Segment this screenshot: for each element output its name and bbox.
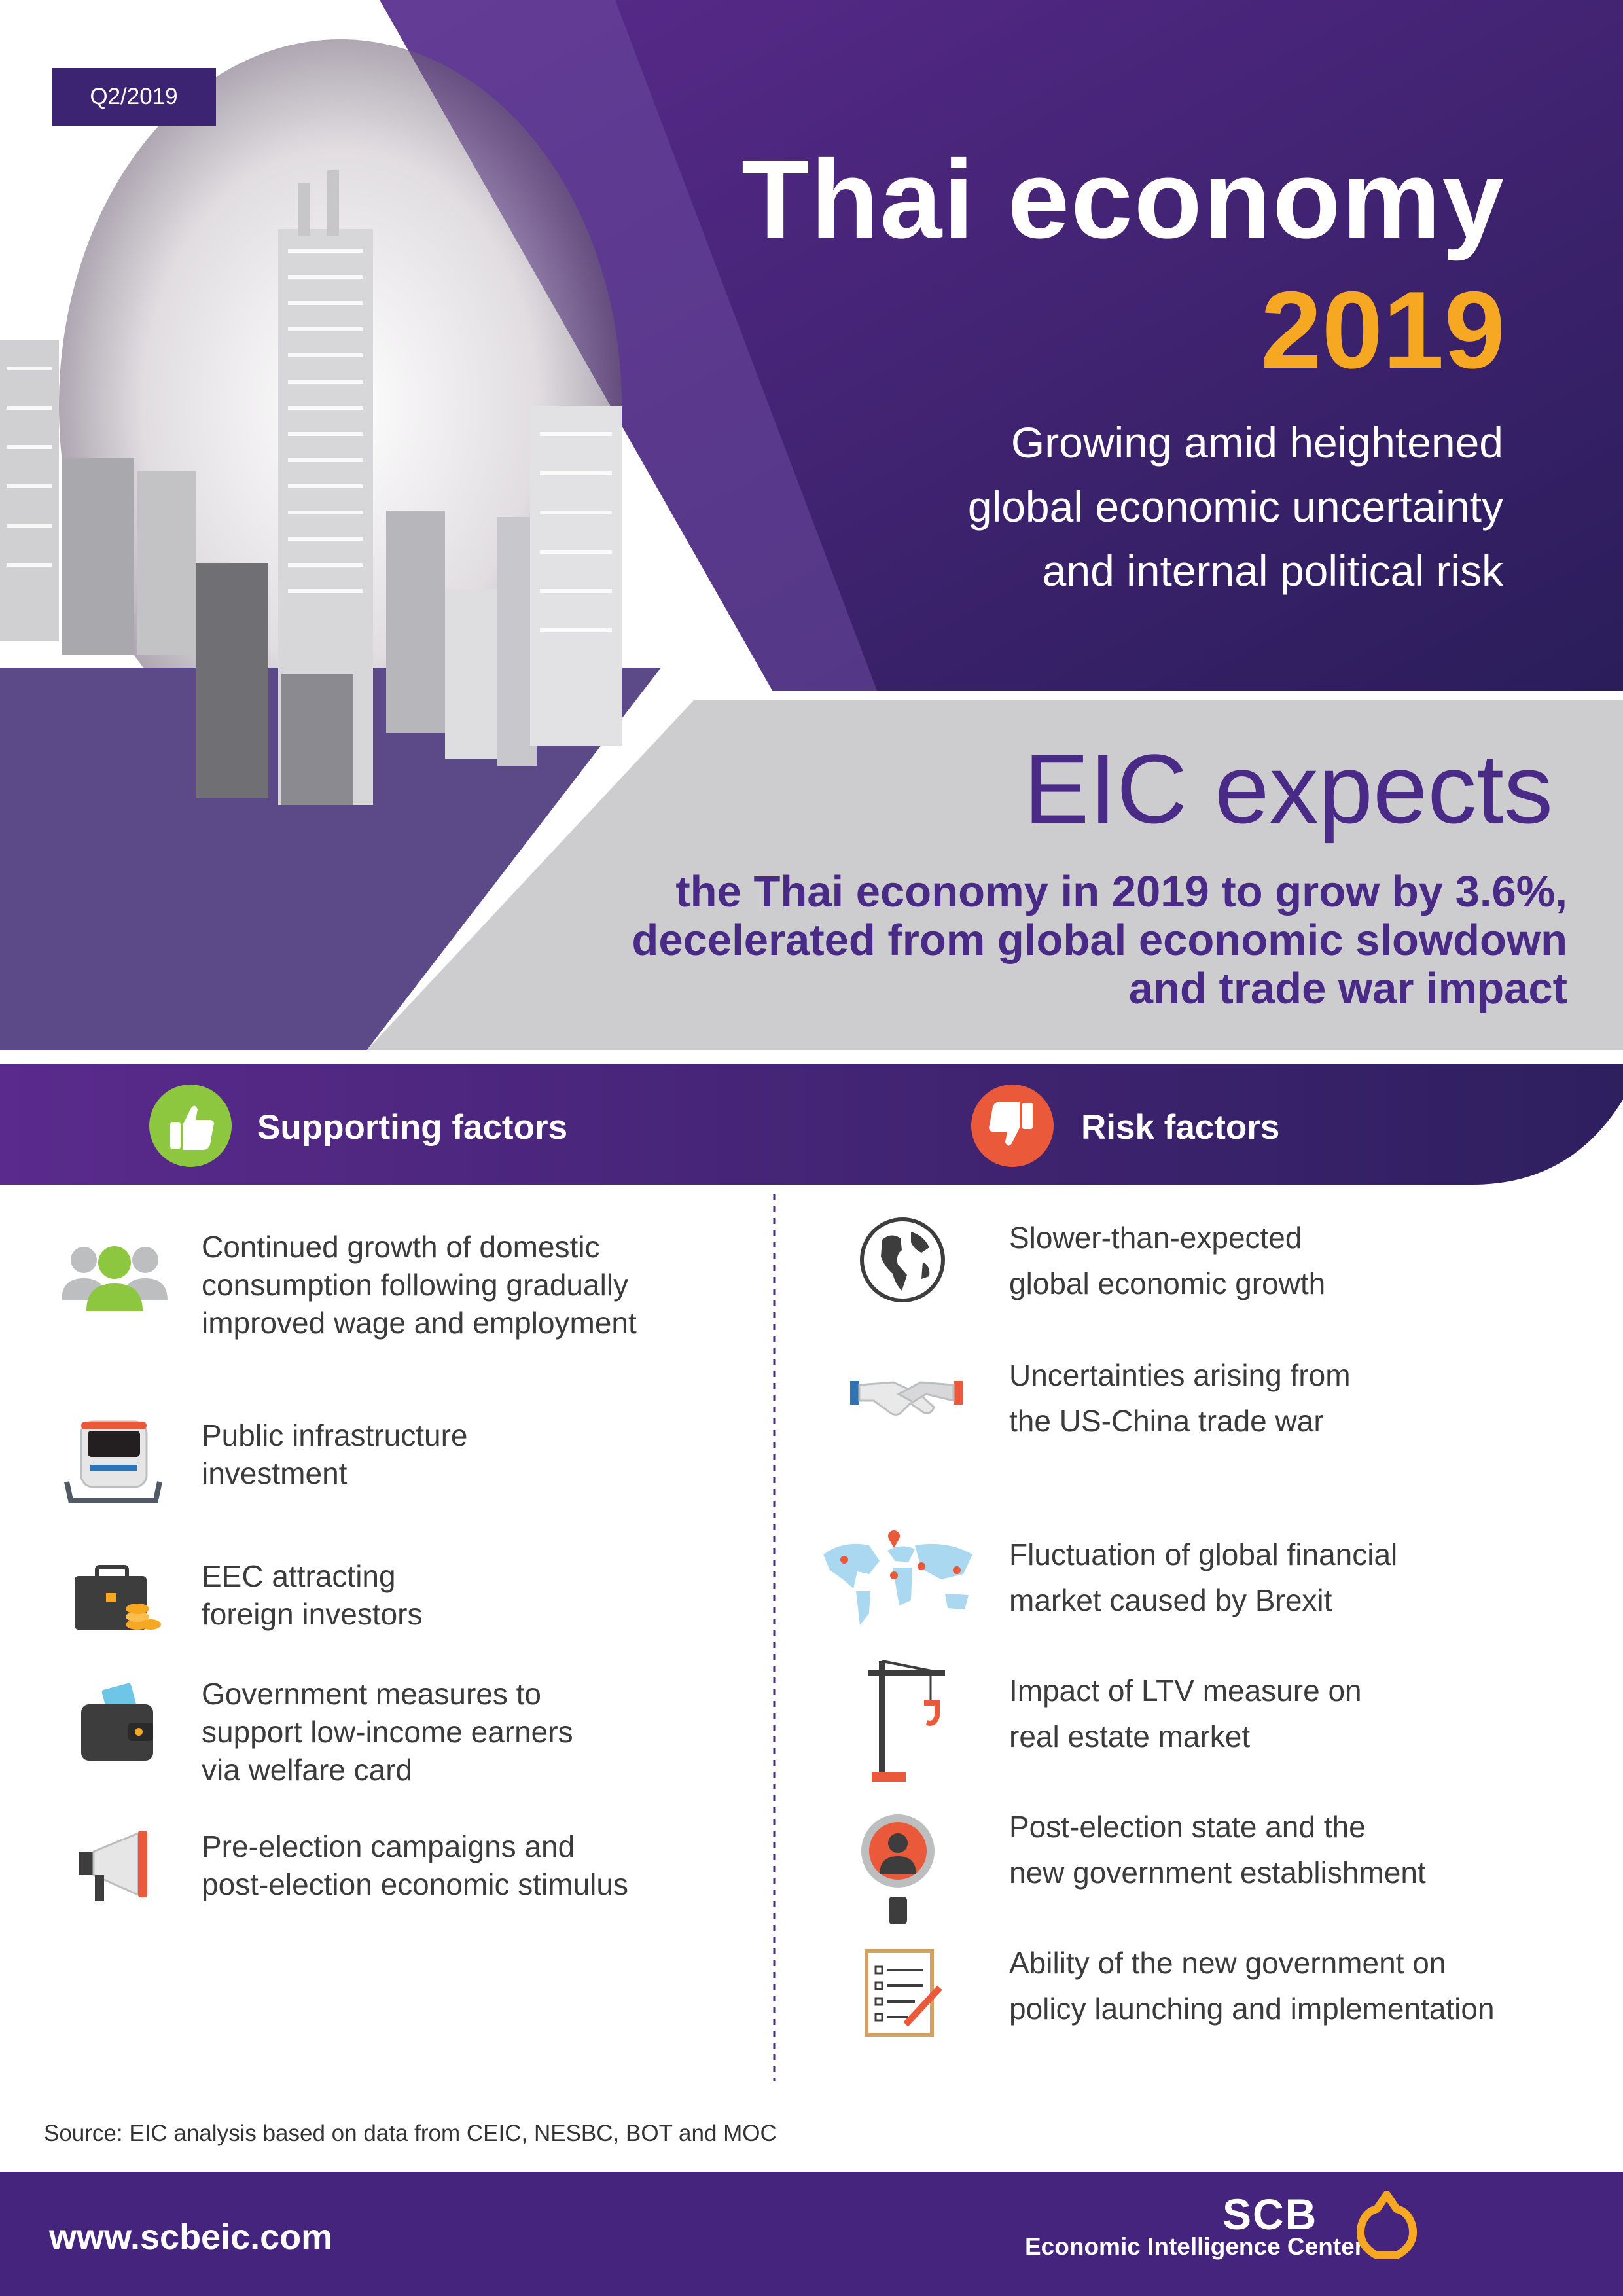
item-line: EEC attracting	[202, 1559, 396, 1593]
item-line: post-election economic stimulus	[202, 1867, 628, 1901]
risk-heading: Risk factors	[1081, 1108, 1280, 1147]
item-line: Impact of LTV measure on	[1009, 1674, 1362, 1708]
website-link[interactable]: www.scbeic.com	[49, 2217, 333, 2257]
item-line: Fluctuation of global financial	[1009, 1537, 1398, 1571]
item-line: market caused by Brexit	[1009, 1583, 1332, 1617]
city-skyline	[0, 170, 622, 805]
page-year: 2019	[1260, 268, 1505, 391]
supporting-item-election: Pre-election campaigns and post-election…	[202, 1827, 628, 1903]
official-icon	[861, 1814, 935, 1924]
risk-item-policy: Ability of the new government on policy …	[1009, 1940, 1495, 2032]
risk-item-brexit: Fluctuation of global financial market c…	[1009, 1532, 1397, 1623]
eic-forecast: the Thai economy in 2019 to grow by 3.6%…	[455, 868, 1567, 1013]
brand-name: SCB	[1222, 2190, 1318, 2238]
scb-logo-icon	[1357, 2191, 1417, 2259]
eic-line: decelerated from global economic slowdow…	[632, 916, 1567, 965]
page-subtitle: Growing amid heightened global economic …	[718, 410, 1503, 603]
item-line: new government establishment	[1009, 1856, 1426, 1890]
item-line: the US-China trade war	[1009, 1404, 1324, 1438]
item-line: support low-income earners	[202, 1715, 573, 1749]
item-line: consumption following gradually	[202, 1268, 629, 1302]
item-line: policy launching and implementation	[1009, 1992, 1495, 2026]
world-map-icon	[823, 1530, 972, 1625]
eic-heading: EIC expects	[1024, 734, 1553, 844]
risk-item-trade-war: Uncertainties arising from the US-China …	[1009, 1352, 1351, 1444]
handshake-icon	[850, 1381, 963, 1416]
supporting-item-infrastructure: Public infrastructure investment	[202, 1416, 468, 1492]
item-line: foreign investors	[202, 1597, 423, 1631]
quarter-badge: Q2/2019	[52, 68, 216, 126]
item-line: real estate market	[1009, 1719, 1251, 1753]
thumbs-up-icon	[149, 1085, 232, 1167]
thumbs-down-icon	[971, 1085, 1054, 1167]
globe-icon	[860, 1217, 945, 1302]
source-note: Source: EIC analysis based on data from …	[44, 2121, 777, 2146]
item-line: Post-election state and the	[1009, 1810, 1366, 1844]
briefcase-coins-icon	[75, 1565, 161, 1630]
footer-bar	[0, 2172, 1623, 2296]
item-line: Public infrastructure	[202, 1418, 468, 1452]
item-line: Slower-than-expected	[1009, 1221, 1302, 1255]
brand-subtitle: Economic Intelligence Center	[1025, 2233, 1364, 2260]
supporting-item-eec: EEC attracting foreign investors	[202, 1557, 423, 1633]
train-icon	[64, 1420, 162, 1503]
item-line: global economic growth	[1009, 1266, 1326, 1300]
item-line: Uncertainties arising from	[1009, 1358, 1351, 1392]
risk-item-global-growth: Slower-than-expected global economic gro…	[1009, 1215, 1325, 1306]
crane-icon	[868, 1660, 945, 1782]
megaphone-icon	[79, 1831, 147, 1901]
wallet-icon	[81, 1683, 153, 1761]
factors-band	[0, 1064, 1623, 1185]
eic-line: and trade war impact	[1128, 964, 1567, 1013]
item-line: Continued growth of domestic	[202, 1230, 600, 1264]
supporting-item-welfare-card: Government measures to support low-incom…	[202, 1675, 573, 1789]
item-line: Ability of the new government on	[1009, 1946, 1446, 1980]
supporting-heading: Supporting factors	[257, 1108, 568, 1147]
item-line: via welfare card	[202, 1753, 413, 1787]
subtitle-line: and internal political risk	[1042, 547, 1503, 595]
item-line: Pre-election campaigns and	[202, 1829, 575, 1863]
eic-panel	[366, 700, 1623, 1050]
item-line: investment	[202, 1456, 348, 1490]
item-line: Government measures to	[202, 1677, 542, 1711]
eic-line: the Thai economy in 2019 to grow by 3.6%…	[675, 867, 1567, 916]
people-icon	[62, 1246, 168, 1311]
subtitle-line: Growing amid heightened	[1010, 418, 1503, 467]
page-title: Thai economy	[741, 137, 1505, 262]
subtitle-line: global economic uncertainty	[967, 482, 1503, 531]
supporting-item-domestic-consumption: Continued growth of domestic consumption…	[202, 1228, 637, 1342]
item-line: improved wage and employment	[202, 1306, 637, 1340]
checklist-icon	[865, 1949, 942, 2037]
risk-item-ltv: Impact of LTV measure on real estate mar…	[1009, 1668, 1362, 1759]
risk-item-post-election: Post-election state and the new governme…	[1009, 1804, 1426, 1895]
city-base	[0, 668, 661, 1050]
